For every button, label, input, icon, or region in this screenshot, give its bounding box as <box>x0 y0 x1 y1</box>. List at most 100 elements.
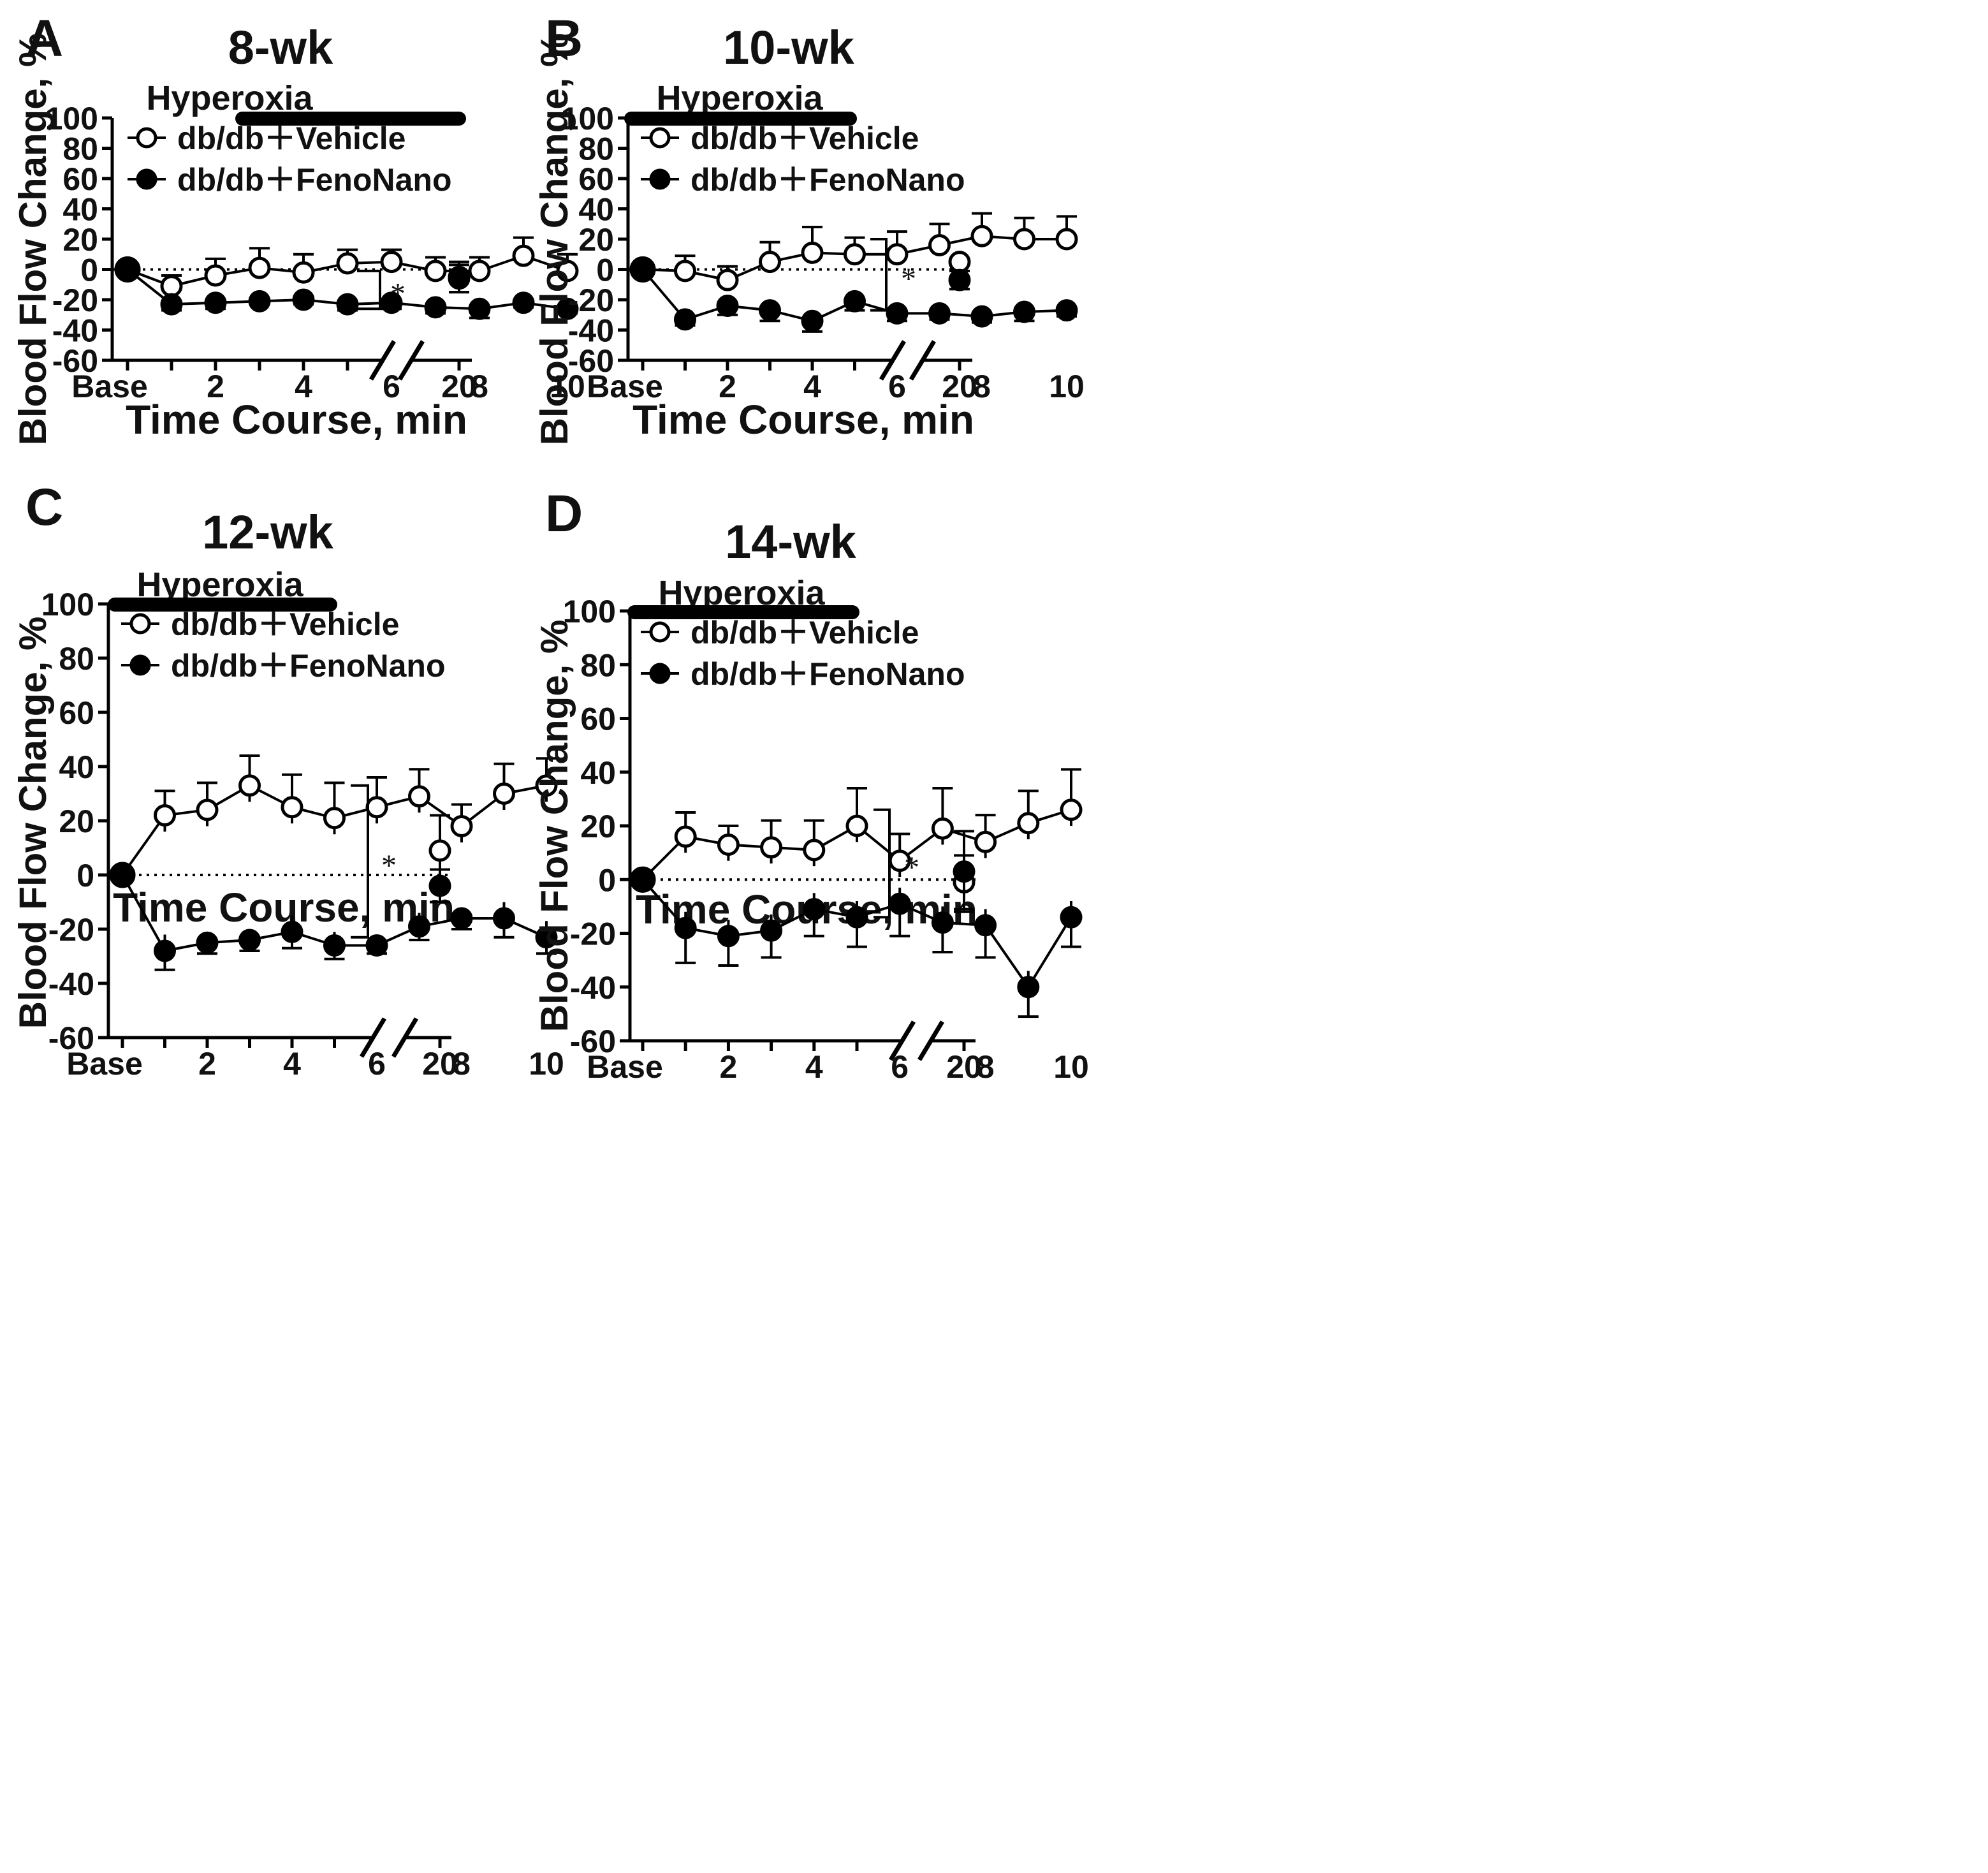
x-axis-label: Time Course, min <box>126 397 467 443</box>
panel-a: A 8-wkHyperoxia100806040200-20-40-60Blood… <box>11 10 585 445</box>
series-fenonano <box>629 256 1078 333</box>
data-point <box>556 260 579 283</box>
data-point-20min <box>953 860 976 883</box>
y-tick-label: 80 <box>580 647 616 683</box>
panel-title: 10-wk <box>723 21 855 74</box>
x-tick-label: 20 <box>942 369 977 404</box>
significance-bracket <box>870 238 888 312</box>
y-tick-label: -40 <box>52 313 98 349</box>
legend-entry: db/db＋Vehicle <box>177 121 406 156</box>
data-point <box>928 234 951 256</box>
axis-break-mark <box>397 340 425 381</box>
axis-break-mark <box>879 340 907 381</box>
hyperoxia-label: Hyperoxia <box>146 79 313 117</box>
data-point <box>248 256 271 279</box>
data-point-20min <box>448 267 471 290</box>
x-tick-label: Base <box>66 1046 143 1082</box>
data-point <box>281 796 303 819</box>
significance-marker: * <box>390 277 406 311</box>
panel-title: 14-wk <box>725 515 857 568</box>
y-tick-label: 0 <box>596 253 614 288</box>
data-point <box>931 817 954 840</box>
data-point <box>535 926 558 949</box>
axis-break-mark <box>917 1020 945 1061</box>
series-fenonano <box>629 830 1083 1018</box>
data-point <box>629 866 656 893</box>
data-point <box>380 291 403 314</box>
x-tick-label: 6 <box>891 1049 909 1085</box>
x-tick-label: 2 <box>719 369 736 404</box>
series-fenonano <box>109 862 558 971</box>
data-point <box>674 260 696 283</box>
data-point <box>154 939 176 962</box>
y-tick-label: -60 <box>52 343 98 379</box>
legend-open-circle-icon <box>649 127 671 149</box>
legend-filled-circle-icon <box>649 663 671 684</box>
legend-entry: db/db＋FenoNano <box>691 162 965 198</box>
x-tick-label: 8 <box>977 1049 995 1085</box>
x-tick-label: 20 <box>441 369 477 404</box>
data-point <box>970 224 993 247</box>
data-point <box>204 264 227 287</box>
panel-letter: B <box>545 10 583 68</box>
x-tick-label: 2 <box>719 1049 737 1085</box>
data-point <box>1055 228 1078 251</box>
x-tick-label: 10 <box>550 369 585 404</box>
data-point <box>238 929 261 951</box>
y-tick-label: -20 <box>570 916 616 952</box>
y-tick-label: 40 <box>59 749 94 785</box>
significance-marker: * <box>381 849 397 883</box>
legend-entry: db/db＋FenoNano <box>171 648 446 684</box>
y-tick-label: 0 <box>598 862 616 898</box>
panel-letter: A <box>26 10 63 68</box>
data-point <box>801 241 824 264</box>
data-point <box>292 288 315 311</box>
data-point <box>336 293 359 316</box>
data-point <box>323 934 346 957</box>
data-point <box>160 275 183 298</box>
panel-c: C 12-wkHyperoxia100806040200-20-40-60Bloo… <box>11 478 564 1082</box>
data-point <box>114 256 141 283</box>
y-tick-label: 100 <box>41 587 94 622</box>
y-tick-label: 20 <box>580 809 616 844</box>
data-point <box>512 244 535 267</box>
significance-marker: * <box>901 262 916 296</box>
data-point <box>674 916 697 939</box>
data-point <box>160 293 183 316</box>
x-tick-label: 10 <box>1053 1049 1089 1085</box>
y-tick-label: 60 <box>62 161 98 197</box>
y-tick-label: 80 <box>578 131 614 167</box>
y-tick-label: -40 <box>48 966 94 1002</box>
data-point <box>1017 976 1040 999</box>
legend-entry: db/db＋FenoNano <box>177 162 452 198</box>
data-point <box>196 798 219 821</box>
y-axis-label: Blood Flow Change, % <box>11 33 54 446</box>
x-tick-label: 10 <box>529 1046 564 1082</box>
legend-filled-circle-icon <box>136 168 157 190</box>
data-point <box>468 260 491 283</box>
legend-open-circle-icon <box>136 127 157 149</box>
x-tick-label: 4 <box>805 1049 823 1085</box>
y-tick-label: 20 <box>59 804 94 839</box>
data-point <box>248 290 271 312</box>
data-point <box>1060 798 1083 821</box>
y-axis-label: Blood Flow Change, % <box>533 33 576 446</box>
data-point <box>974 830 997 853</box>
data-point <box>759 299 781 322</box>
data-point <box>803 898 826 921</box>
x-tick-label: 4 <box>803 369 821 404</box>
x-tick-label: 2 <box>207 369 224 404</box>
y-tick-label: 60 <box>578 161 614 197</box>
data-point <box>204 291 227 314</box>
y-tick-label: 40 <box>578 192 614 228</box>
x-tick-label: 6 <box>888 369 906 404</box>
data-point <box>408 915 430 938</box>
y-tick-label: -60 <box>568 343 614 379</box>
y-tick-label: -60 <box>570 1024 616 1059</box>
data-point <box>845 814 868 837</box>
data-point <box>493 907 515 930</box>
data-point <box>535 774 558 797</box>
axis-break-mark <box>909 340 937 381</box>
data-point <box>931 911 954 934</box>
data-point <box>468 297 491 320</box>
